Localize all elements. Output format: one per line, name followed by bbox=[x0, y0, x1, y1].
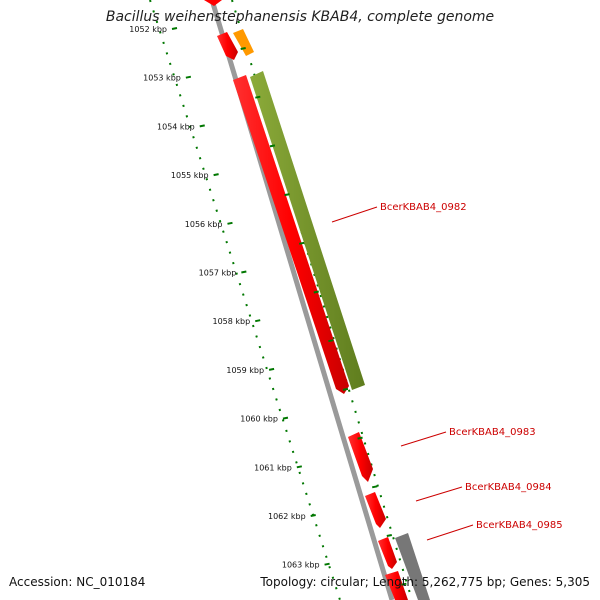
inner-tick-mark bbox=[185, 75, 192, 79]
gene-arrow-top[interactable] bbox=[204, 0, 222, 6]
gene-callout-line bbox=[331, 206, 378, 223]
tick-label: 1059 kbp bbox=[226, 366, 264, 375]
gene-callout-line bbox=[415, 486, 463, 502]
outer-tick-mark bbox=[255, 95, 261, 99]
inner-tick-mark bbox=[199, 124, 205, 128]
inner-tick-mark bbox=[213, 173, 219, 177]
inner-tick-mark bbox=[324, 562, 330, 566]
genome-title: Bacillus weihenstephanensis KBAB4, compl… bbox=[105, 9, 495, 25]
tick-label: 1054 kbp bbox=[157, 122, 195, 131]
tick-label: 1056 kbp bbox=[185, 220, 223, 229]
inner-tick-mark bbox=[171, 27, 178, 30]
inner-tick-mark bbox=[241, 270, 247, 274]
olive-feature[interactable] bbox=[250, 71, 365, 390]
inner-tick-mark bbox=[310, 514, 316, 517]
inner-tick-mark bbox=[255, 319, 261, 323]
topology-text: Topology: circular; Length: 5,262,775 bp… bbox=[260, 575, 590, 589]
inner-tick-mark bbox=[296, 465, 303, 469]
outer-tick-mark bbox=[401, 582, 407, 586]
inner-tick-mark bbox=[282, 416, 289, 420]
outer-tick-mark bbox=[371, 485, 378, 489]
gene-label[interactable]: BcerKBAB4_0985 bbox=[476, 520, 563, 531]
outer-tick-mark bbox=[284, 193, 290, 197]
outer-tick-mark bbox=[269, 144, 276, 148]
tick-label: 1055 kbp bbox=[171, 171, 209, 180]
tick-label: 1062 kbp bbox=[268, 512, 306, 521]
gene-label[interactable]: BcerKBAB4_0984 bbox=[465, 482, 552, 493]
gray-feature[interactable] bbox=[395, 533, 430, 600]
gene-arrow[interactable] bbox=[378, 537, 397, 569]
tick-group: 1052 kbp 1053 kbp 1054 kbp 1055 kbp 1056 kbp… bbox=[129, 25, 407, 586]
outer-tick-mark bbox=[342, 387, 349, 391]
gene-arrow[interactable] bbox=[348, 432, 373, 482]
feature-track bbox=[204, 0, 430, 600]
tick-label: 1058 kbp bbox=[213, 317, 251, 326]
tick-label: 1052 kbp bbox=[129, 25, 167, 34]
gene-label-group: BcerKBAB4_0982 BcerKBAB4_0983 BcerKBAB4_09… bbox=[331, 202, 563, 541]
tick-label: 1057 kbp bbox=[199, 269, 237, 278]
gene-callout-line bbox=[400, 431, 447, 447]
gene-label[interactable]: BcerKBAB4_0983 bbox=[449, 427, 536, 438]
gene-callout-line bbox=[426, 524, 474, 541]
outer-tick-mark bbox=[328, 339, 334, 343]
gene-arrow[interactable] bbox=[365, 492, 386, 528]
gene-arrow[interactable] bbox=[233, 75, 349, 394]
outer-tick-mark bbox=[357, 436, 363, 440]
outer-tick-mark bbox=[313, 290, 319, 294]
tick-label: 1060 kbp bbox=[240, 415, 278, 424]
gene-arrow[interactable] bbox=[217, 32, 238, 60]
accession-text: Accession: NC_010184 bbox=[9, 575, 146, 589]
tick-label: 1053 kbp bbox=[143, 74, 181, 83]
tick-label: 1061 kbp bbox=[254, 463, 292, 472]
outer-tick-mark bbox=[298, 241, 305, 245]
outer-tick-mark bbox=[240, 47, 246, 50]
gene-arrow[interactable] bbox=[385, 571, 408, 600]
gene-arrow-orange[interactable] bbox=[233, 29, 254, 56]
inner-tick-mark bbox=[268, 367, 275, 371]
gene-label[interactable]: BcerKBAB4_0982 bbox=[380, 202, 467, 213]
outer-tick-mark bbox=[386, 534, 392, 537]
tick-label: 1063 kbp bbox=[282, 561, 320, 570]
inner-tick-mark bbox=[227, 221, 233, 225]
